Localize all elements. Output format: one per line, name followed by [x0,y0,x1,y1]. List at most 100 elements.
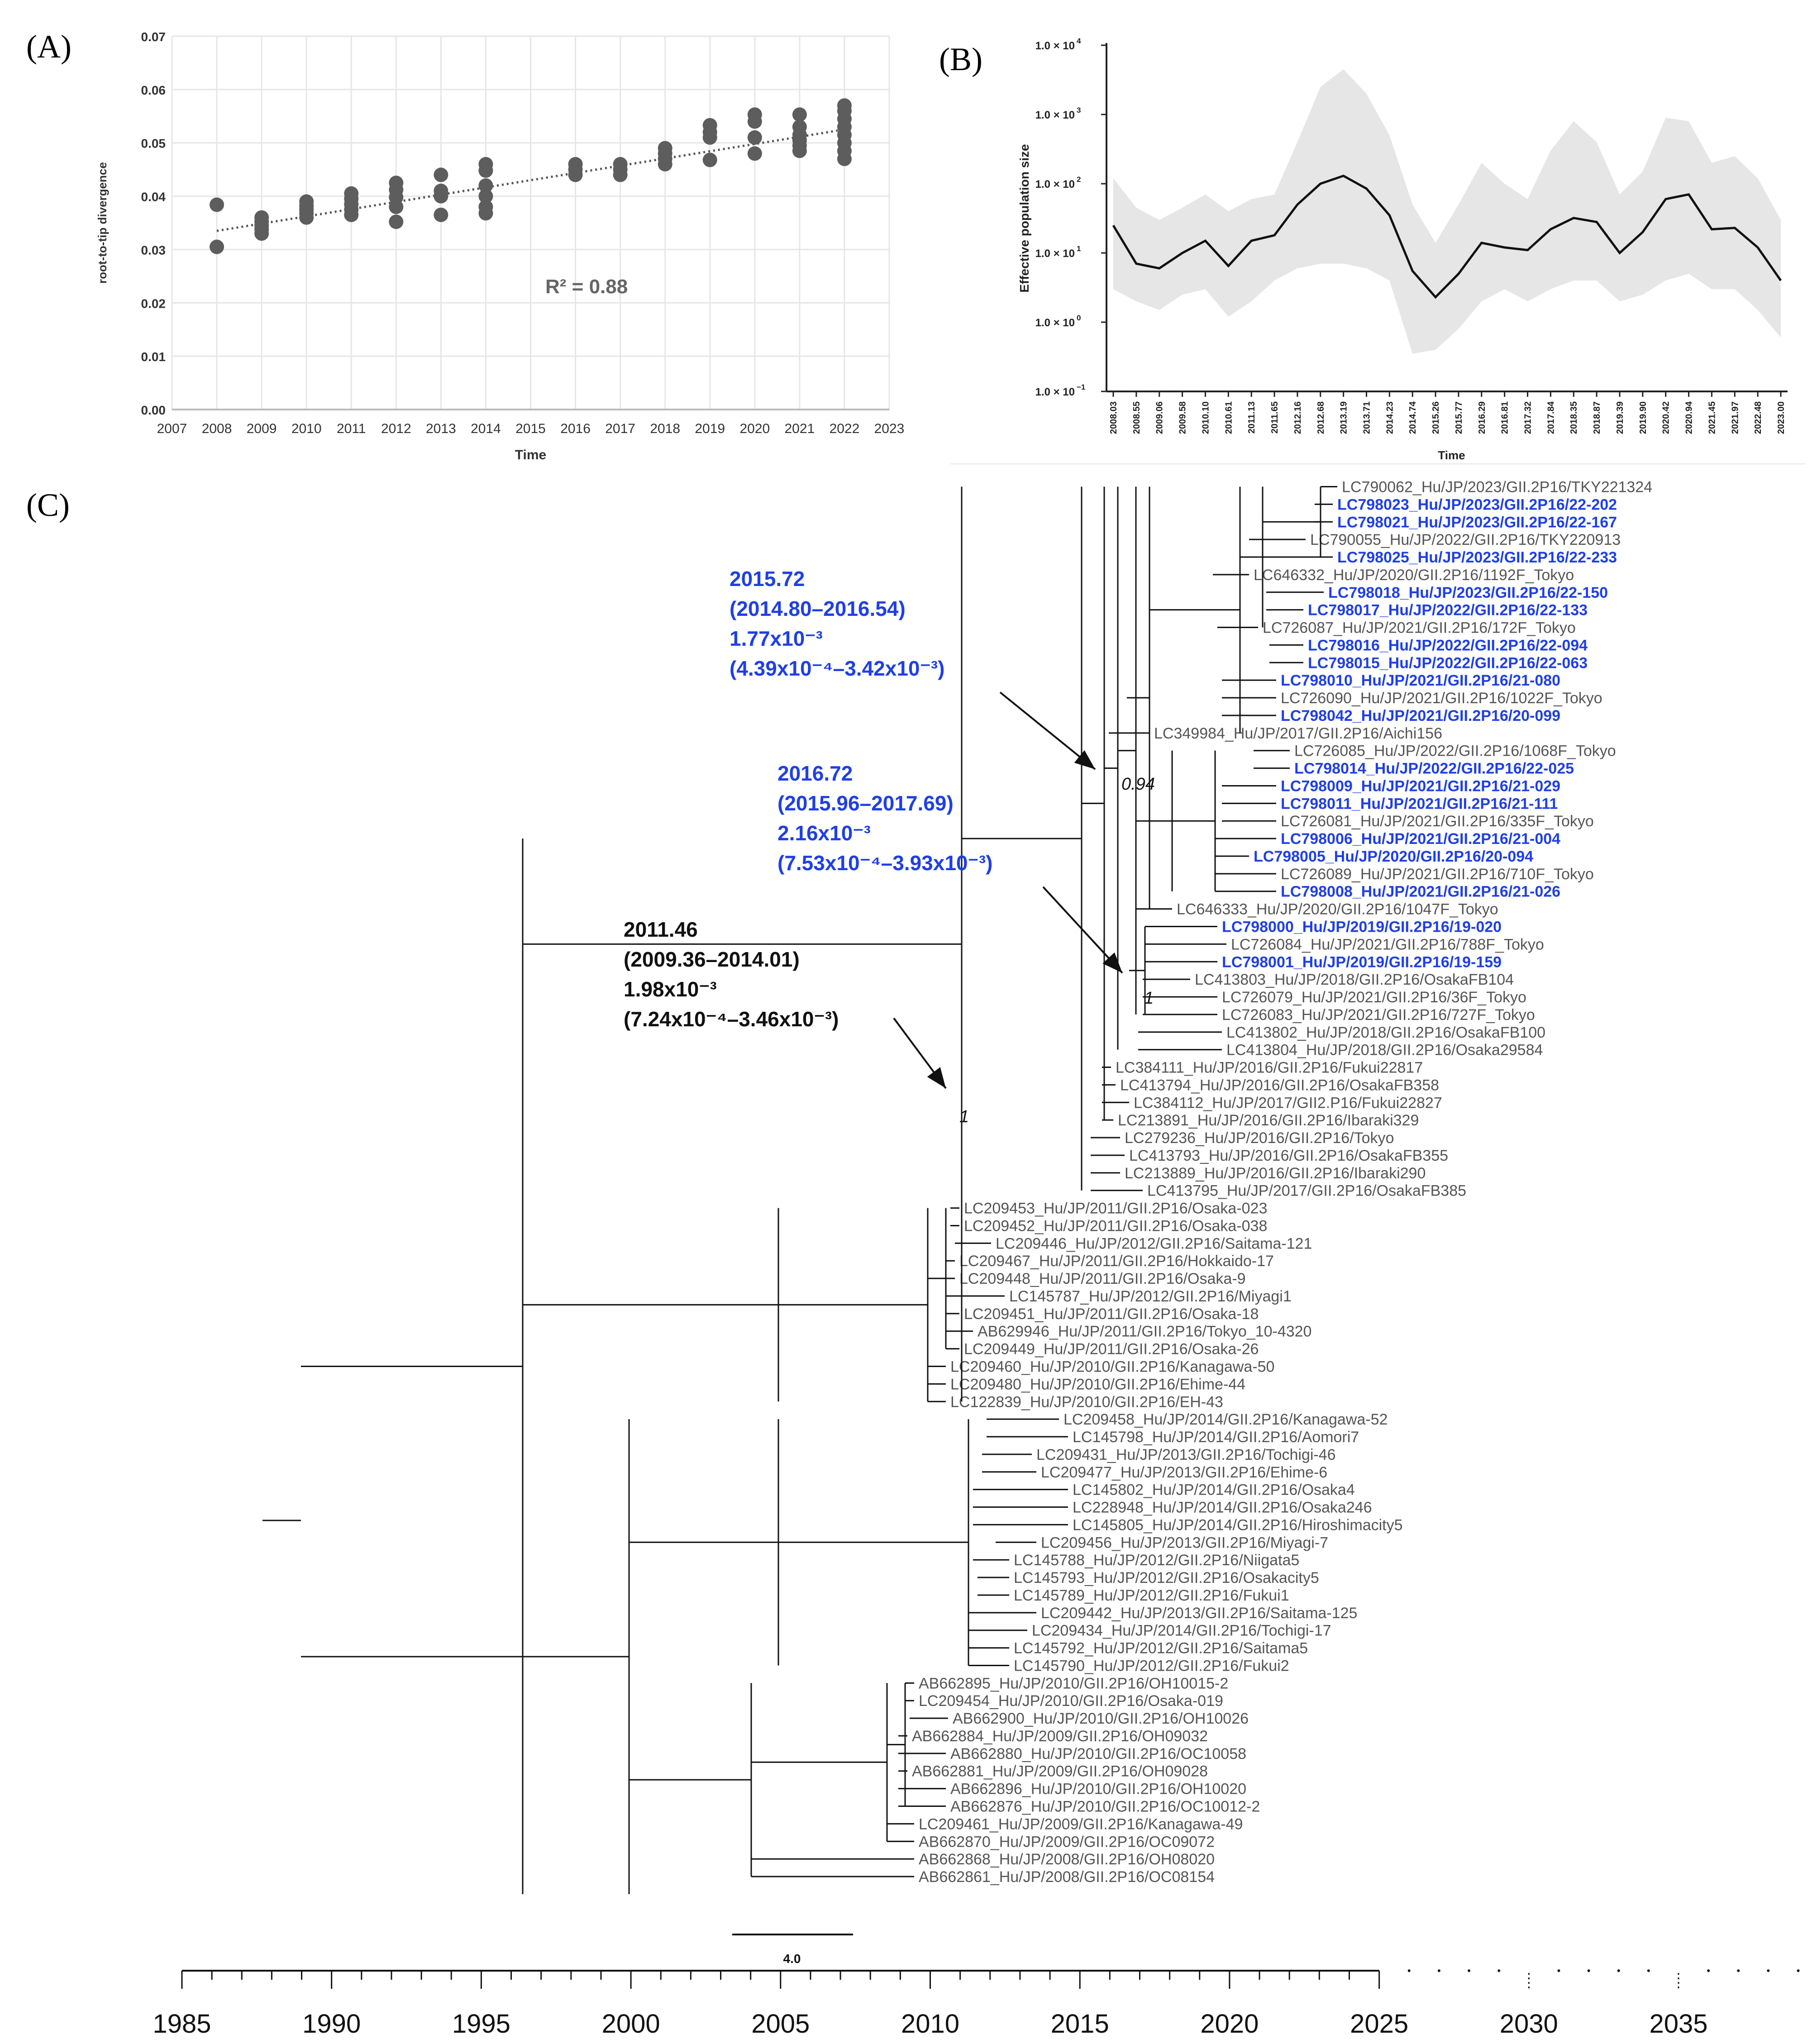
support-value: 0.94 [1121,775,1155,794]
time-axis-future-dot [1797,1969,1800,1972]
x-axis-title: Time [515,448,546,462]
x-tick-label: 2015.77 [1454,401,1464,434]
data-point [478,189,493,204]
time-axis-label: 2020 [1200,2009,1259,2039]
data-point [254,226,269,241]
data-point [344,197,359,212]
support-value: 1 [959,1107,969,1126]
tip-label: LC213889_Hu/JP/2016/GII.2P16/Ibaraki290 [1125,1165,1426,1182]
time-axis-label: 2030 [1500,2009,1558,2039]
y-tick-exponent: 1 [1077,244,1081,253]
tip-label: LC798001_Hu/JP/2019/GII.2P16/19-159 [1222,953,1502,971]
tip-label: AB662861_Hu/JP/2008/GII.2P16/OC08154 [919,1868,1215,1886]
data-point [702,130,717,145]
x-tick-label: 2008.55 [1132,401,1142,434]
tip-label: LC798006_Hu/JP/2021/GII.2P16/21-004 [1281,830,1560,848]
tip-label: AB662881_Hu/JP/2009/GII.2P16/OH09028 [912,1763,1208,1780]
tip-label: LC209448_Hu/JP/2011/GII.2P16/Osaka-9 [959,1270,1246,1287]
x-tick-label: 2014.23 [1385,401,1395,434]
x-tick-label: 2018 [650,421,680,436]
data-point [434,207,448,222]
tip-label: LC726089_Hu/JP/2021/GII.2P16/710F_Tokyo [1281,866,1594,883]
time-axis-label: 2035 [1649,2009,1707,2039]
time-axis-label: 2000 [602,2009,660,2039]
tip-label: LC798011_Hu/JP/2021/GII.2P16/21-111 [1281,795,1558,812]
time-axis-future-dot [1617,1969,1620,1972]
y-tick-label: 1.0 × 10 [1035,178,1075,191]
node-annotation-line: 2015.72 [730,567,805,591]
x-tick-label: 2021.45 [1707,401,1717,434]
x-tick-label: 2010.61 [1224,401,1234,434]
x-axis-title: Time [1438,448,1465,462]
x-tick-label: 2020.94 [1684,401,1694,434]
tip-label: LC384112_Hu/JP/2017/GII2.P16/Fukui22827 [1134,1094,1442,1111]
tip-label: LC790062_Hu/JP/2023/GII.2P16/TKY221324 [1342,479,1652,496]
data-point [254,222,269,237]
x-tick-label: 2019.39 [1615,401,1625,434]
tip-label: LC384111_Hu/JP/2016/GII.2P16/Fukui22817 [1116,1059,1423,1077]
node-annotation-line: (7.53x10⁻⁴–3.93x10⁻³) [777,851,992,875]
x-tick-label: 2008.03 [1109,401,1119,434]
x-tick-label: 2012 [381,421,411,436]
y-tick-label: 1.0 × 10 [1035,40,1075,52]
data-point [792,107,807,122]
tip-label: LC798014_Hu/JP/2022/GII.2P16/22-025 [1294,760,1574,777]
data-point [837,104,852,118]
time-axis-future-dot [1737,1969,1740,1972]
data-point [658,157,672,172]
x-tick-label: 2016.29 [1477,401,1487,434]
time-axis-label: 2005 [751,2009,810,2039]
y-axis-title: Effective population size [1017,144,1031,292]
data-point [434,189,448,204]
tip-label: LC646332_Hu/JP/2020/GII.2P16/1192F_Tokyo [1254,567,1574,584]
tip-label: LC209449_Hu/JP/2011/GII.2P16/Osaka-26 [964,1341,1259,1358]
x-tick-label: 2016 [560,421,591,436]
y-tick-exponent: 0 [1077,314,1081,322]
tip-label: LC413804_Hu/JP/2018/GII.2P16/Osaka29584 [1226,1042,1543,1059]
tip-label: LC145802_Hu/JP/2014/GII.2P16/Osaka4 [1073,1482,1355,1499]
x-tick-label: 2009 [247,421,277,436]
tip-label: LC349984_Hu/JP/2017/GII.2P16/Aichi156 [1154,725,1442,742]
data-point [478,200,493,214]
tip-label: LC798025_Hu/JP/2023/GII.2P16/22-233 [1337,549,1617,566]
tip-label: LC798009_Hu/JP/2021/GII.2P16/21-029 [1281,777,1560,795]
tip-label: LC790055_Hu/JP/2022/GII.2P16/TKY220913 [1310,531,1621,548]
y-axis-title: root-to-tip divergence [95,162,109,284]
data-point [299,210,314,225]
x-tick-label: 2019 [695,421,725,436]
x-tick-label: 2012.16 [1293,401,1303,434]
tip-label: LC413795_Hu/JP/2017/GII.2P16/OsakaFB385 [1147,1182,1466,1200]
data-point [478,178,493,193]
data-point [344,191,359,206]
time-axis-label: 1995 [452,2009,510,2039]
x-tick-label: 2020.42 [1661,401,1671,434]
data-point [389,176,404,191]
tip-label: LC145789_Hu/JP/2012/GII.2P16/Fukui1 [1014,1587,1289,1604]
data-point [568,167,583,182]
tip-label: LC209442_Hu/JP/2013/GII.2P16/Saitama-125 [1041,1605,1357,1622]
data-point [702,152,717,167]
x-tick-label: 2023.00 [1776,401,1786,434]
x-tick-label: 2017.32 [1523,401,1533,434]
time-axis-future-dot [1767,1969,1770,1972]
x-tick-label: 2016.81 [1500,401,1510,434]
data-point [478,206,493,221]
tip-label: AB662876_Hu/JP/2010/GII.2P16/OC10012-2 [950,1798,1260,1815]
node-annotation-line: 2016.72 [777,762,853,785]
tip-label: LC213891_Hu/JP/2016/GII.2P16/Ibaraki329 [1118,1112,1419,1129]
tip-label: LC209458_Hu/JP/2014/GII.2P16/Kanagawa-52 [1063,1411,1388,1428]
x-tick-label: 2015 [515,421,546,436]
annotation-arrow-line [1042,886,1123,974]
data-point [747,107,762,122]
tip-label: LC726084_Hu/JP/2021/GII.2P16/788F_Tokyo [1231,936,1544,953]
node-annotation-line: 2011.46 [624,918,698,941]
data-point [568,162,583,177]
x-tick-label: 2018.35 [1569,401,1579,434]
data-point [389,214,404,229]
data-point [837,128,852,143]
data-point [210,239,224,254]
x-tick-label: 2007 [157,421,187,436]
tip-label: LC145805_Hu/JP/2014/GII.2P16/Hiroshimaci… [1073,1516,1403,1534]
x-tick-label: 2013.19 [1339,401,1349,434]
